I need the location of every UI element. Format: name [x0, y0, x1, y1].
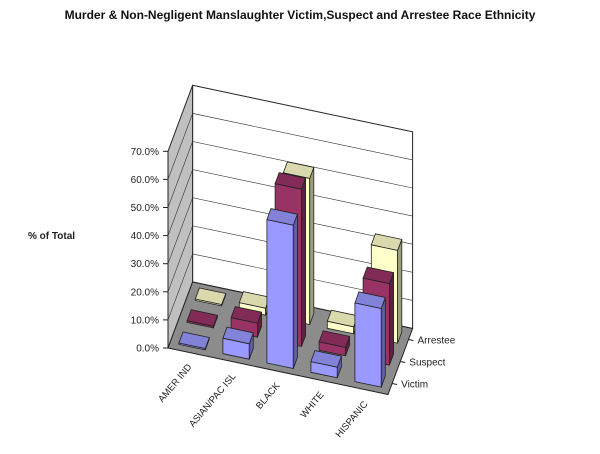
bar-victim-1 — [222, 326, 254, 360]
y-tick-label: 40.0% — [131, 231, 159, 242]
bar-victim-4 — [354, 291, 386, 388]
series-tick-mark — [392, 383, 398, 385]
bar-suspect-0 — [186, 309, 219, 329]
y-tick-label: 50.0% — [131, 203, 159, 214]
chart-title: Murder & Non-Negligent Manslaughter Vict… — [64, 8, 536, 22]
series-label: Suspect — [409, 358, 445, 369]
bar-victim-2 — [266, 208, 298, 369]
category-label: BLACK — [254, 380, 283, 411]
category-label: AMER IND — [156, 362, 194, 405]
gridline — [167, 141, 413, 208]
series-label: Victim — [401, 380, 428, 391]
gridline — [167, 113, 413, 180]
series-tick-mark — [408, 339, 414, 341]
category-label: WHITE — [298, 390, 326, 421]
bar-suspect-3 — [318, 330, 351, 357]
bar-victim-3 — [310, 350, 342, 379]
y-tick-label: 20.0% — [131, 287, 159, 298]
y-tick-label: 10.0% — [131, 315, 159, 326]
bar-arrestee-0 — [194, 287, 227, 307]
series-label: Arrestee — [418, 336, 456, 347]
y-axis-label: % of Total — [28, 231, 75, 242]
y-tick-label: 60.0% — [131, 175, 159, 186]
y-tick-label: 0.0% — [136, 344, 159, 355]
category-label: HISPANIC — [334, 399, 371, 440]
gridline — [167, 84, 413, 152]
series-tick-mark — [400, 361, 406, 363]
gridline — [167, 197, 413, 264]
gridline — [167, 225, 413, 292]
gridline — [167, 253, 413, 321]
gridline — [167, 169, 413, 236]
y-tick-label: 30.0% — [131, 259, 159, 270]
category-label: ASIAN/PAC ISL — [187, 371, 238, 429]
y-tick-label: 70.0% — [131, 147, 159, 158]
bar-victim-0 — [178, 331, 210, 351]
